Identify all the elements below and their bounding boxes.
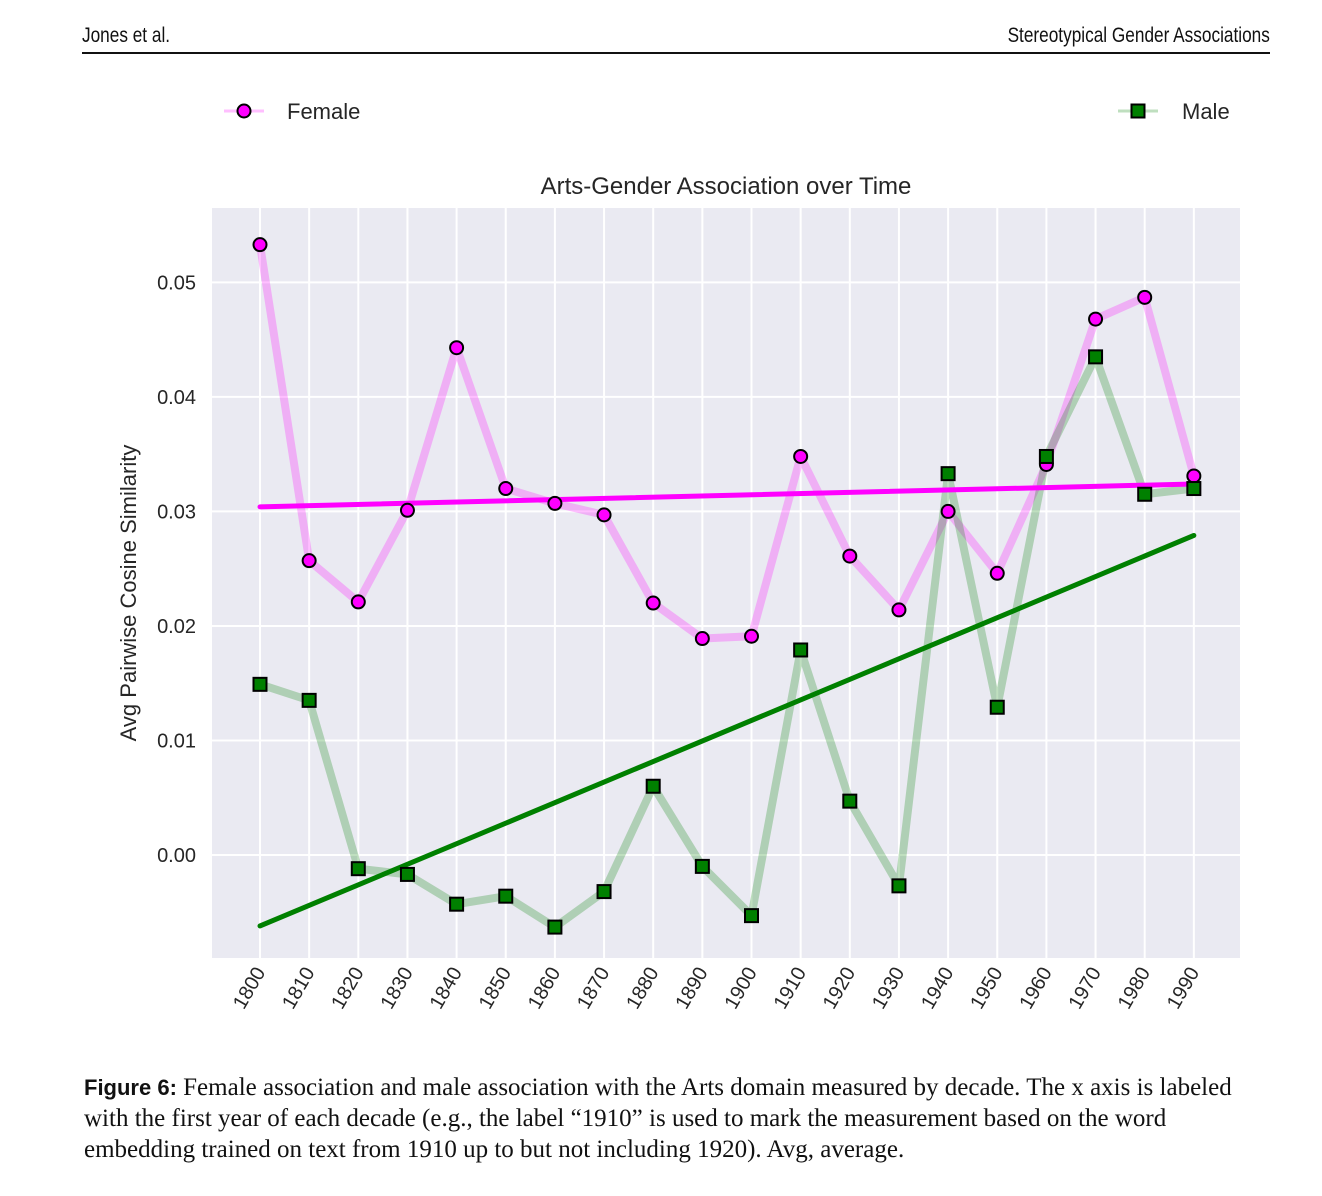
point-male [1137, 486, 1153, 502]
point-male [596, 884, 612, 900]
plot-area [212, 208, 1240, 958]
point-female [694, 631, 710, 647]
point-female [596, 507, 612, 523]
y-tick-labels: 0.00 0.01 0.02 0.03 0.04 0.05 [157, 272, 196, 867]
series-line-male [256, 352, 1198, 932]
point-male [449, 896, 465, 912]
legend-marker-male [1130, 103, 1146, 119]
x-tick-label: 1960 [1015, 964, 1056, 1014]
x-tick-label: 1860 [524, 964, 565, 1014]
legend-label-female: Female [287, 99, 360, 124]
point-female [399, 502, 415, 518]
point-female [1186, 468, 1202, 484]
point-female [301, 553, 317, 569]
header-rule [82, 52, 1270, 54]
point-male [694, 858, 710, 874]
y-tick-label: 0.05 [157, 272, 196, 294]
y-tick-label: 0.00 [157, 845, 196, 867]
point-female [350, 594, 366, 610]
y-axis-label: Avg Pairwise Cosine Similarity [116, 445, 141, 742]
x-tick-label: 1840 [426, 964, 467, 1014]
caption-label: Figure 6: [84, 1075, 177, 1100]
x-tick-label: 1820 [327, 964, 368, 1014]
point-male [842, 793, 858, 809]
point-male [891, 878, 907, 894]
point-female [989, 565, 1005, 581]
y-tick-label: 0.03 [157, 501, 196, 523]
point-female [449, 340, 465, 356]
point-male [989, 699, 1005, 715]
series-layer [252, 237, 1202, 935]
point-female [252, 237, 268, 253]
x-tick-label: 1830 [376, 964, 417, 1014]
y-tick-label: 0.01 [157, 730, 196, 752]
x-tick-label: 1880 [622, 964, 663, 1014]
chart-title: Arts-Gender Association over Time [541, 173, 912, 200]
running-header-authors: Jones et al. [82, 24, 171, 47]
point-male [498, 888, 514, 904]
running-header-title: Stereotypical Gender Associations [1007, 24, 1270, 47]
point-male [350, 861, 366, 877]
y-tick-label: 0.04 [157, 387, 196, 409]
point-male [547, 919, 563, 935]
legend-label-male: Male [1182, 99, 1230, 124]
x-tick-label: 1800 [229, 964, 270, 1014]
trend-line-male [257, 532, 1197, 929]
x-tick-label: 1810 [278, 964, 319, 1014]
point-male [1186, 481, 1202, 497]
x-tick-label: 1920 [819, 964, 860, 1014]
point-male [252, 676, 268, 692]
point-female [744, 628, 759, 644]
point-female [793, 448, 809, 464]
x-tick-label: 1950 [966, 964, 1007, 1014]
trend-line-female [257, 481, 1197, 510]
x-tick-label: 1940 [917, 964, 958, 1014]
figure-caption: Figure 6: Female association and male as… [84, 1072, 1276, 1165]
x-tick-label: 1870 [573, 964, 614, 1014]
x-tick-label: 1980 [1114, 964, 1155, 1014]
series-line-female [256, 240, 1198, 643]
legend: Female Male [224, 99, 1230, 124]
point-female [498, 481, 514, 497]
point-male [301, 692, 317, 708]
point-female [891, 602, 907, 618]
point-male [645, 778, 661, 794]
point-female [1137, 289, 1153, 305]
x-tick-label: 1850 [475, 964, 516, 1014]
point-female [547, 495, 563, 511]
x-tick-labels: 1800 1810 1820 1830 1840 1850 1860 1870 1880 1890… [229, 964, 1204, 1014]
x-tick-label: 1910 [770, 964, 811, 1014]
point-female [842, 548, 858, 564]
x-tick-label: 1970 [1065, 964, 1106, 1014]
caption-text: Female association and male association … [84, 1074, 1232, 1163]
x-tick-label: 1890 [671, 964, 712, 1014]
point-male [744, 908, 759, 924]
legend-marker-female [236, 103, 252, 119]
y-tick-label: 0.02 [157, 616, 196, 638]
point-female [1088, 311, 1104, 327]
x-tick-label: 1900 [721, 964, 762, 1014]
x-tick-label: 1930 [868, 964, 909, 1014]
x-tick-label: 1990 [1163, 964, 1204, 1014]
point-male [793, 642, 809, 658]
arts-gender-chart: Female Male Arts-Gender Association over … [116, 99, 1240, 1014]
point-male [1038, 448, 1054, 464]
point-male [1088, 349, 1104, 365]
point-female [940, 503, 956, 519]
point-female [645, 595, 661, 611]
point-male [940, 466, 956, 482]
grid [212, 208, 1240, 958]
point-male [399, 866, 415, 882]
